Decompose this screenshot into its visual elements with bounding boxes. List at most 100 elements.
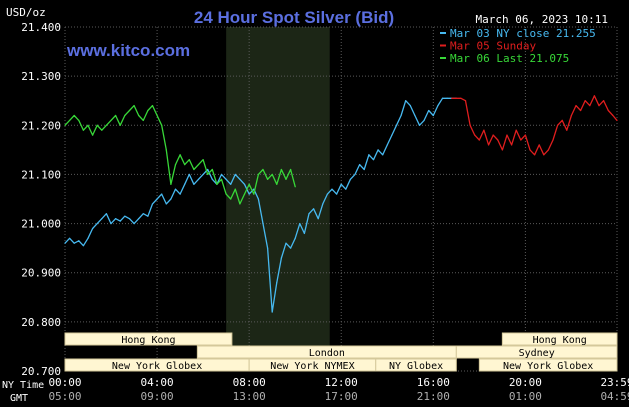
data-point-series-0 <box>322 203 324 205</box>
x-tick-label-ny: 20:00 <box>509 376 542 389</box>
data-point-series-0 <box>96 222 98 225</box>
data-point-series-1 <box>612 114 614 117</box>
data-point-series-2 <box>225 193 227 195</box>
data-point-series-2 <box>234 188 236 190</box>
x-tick-label-gmt: 05:00 <box>48 390 81 403</box>
timestamp: March 06, 2023 10:11 <box>476 13 608 26</box>
data-point-series-0 <box>285 242 287 244</box>
x-tick-label-ny: 08:00 <box>233 376 266 389</box>
y-tick-label: 21.200 <box>21 119 61 132</box>
data-point-series-0 <box>308 213 310 215</box>
data-point-series-1 <box>570 114 573 117</box>
data-point-series-1 <box>510 144 513 146</box>
series-group <box>64 95 618 313</box>
data-point-series-0 <box>262 222 264 225</box>
data-point-series-0 <box>423 119 425 121</box>
data-point-series-1 <box>547 149 550 151</box>
data-point-series-1 <box>464 100 467 102</box>
data-point-series-1 <box>603 100 605 102</box>
x-tick-label-ny: 00:00 <box>48 376 81 389</box>
data-point-series-0 <box>441 97 444 99</box>
data-point-series-0 <box>405 100 407 102</box>
nymex-shade-rect <box>226 27 330 371</box>
data-point-series-0 <box>391 134 393 136</box>
data-point-series-1 <box>478 139 480 141</box>
legend-item-label: Mar 06 Last 21.075 <box>450 52 569 65</box>
x-tick-label-ny: 04:00 <box>141 376 174 389</box>
data-point-series-2 <box>69 119 71 121</box>
data-point-series-2 <box>161 124 163 126</box>
data-point-series-1 <box>616 119 618 121</box>
data-point-series-0 <box>294 237 296 239</box>
data-point-series-2 <box>133 105 135 107</box>
data-point-series-1 <box>506 134 508 136</box>
data-point-series-2 <box>179 154 181 156</box>
data-point-series-1 <box>607 109 609 112</box>
data-point-series-0 <box>87 237 89 239</box>
session-label: Sydney <box>519 348 555 359</box>
data-point-series-0 <box>119 220 121 222</box>
nymex-session-shade <box>226 27 330 371</box>
data-point-series-0 <box>418 124 421 126</box>
data-point-series-0 <box>276 281 278 284</box>
data-point-series-2 <box>211 168 213 171</box>
data-point-series-0 <box>202 173 204 176</box>
data-point-series-0 <box>428 109 430 112</box>
data-point-series-1 <box>593 95 596 97</box>
data-point-series-0 <box>156 198 158 200</box>
data-point-series-1 <box>529 149 531 151</box>
y-tick-label: 20.700 <box>21 365 61 378</box>
data-point-series-1 <box>451 97 453 99</box>
data-point-series-2 <box>289 168 292 171</box>
data-point-series-1 <box>557 124 559 126</box>
data-point-series-1 <box>460 97 462 99</box>
data-point-series-0 <box>271 311 273 313</box>
data-point-series-0 <box>239 178 241 180</box>
data-point-series-0 <box>188 173 190 176</box>
data-point-series-0 <box>110 222 112 225</box>
data-point-series-0 <box>197 178 200 180</box>
session-box <box>375 358 457 372</box>
data-point-series-2 <box>73 114 75 117</box>
data-point-series-0 <box>372 159 375 161</box>
data-point-series-0 <box>248 193 250 195</box>
y-tick-label: 20.800 <box>21 316 61 329</box>
data-point-series-2 <box>202 159 204 161</box>
website-label[interactable]: www.kitco.com <box>66 41 190 60</box>
data-point-series-0 <box>174 188 177 190</box>
data-point-series-2 <box>262 168 264 171</box>
data-point-series-0 <box>336 193 338 195</box>
data-point-series-0 <box>184 183 186 185</box>
data-point-series-0 <box>82 245 85 247</box>
data-point-series-0 <box>170 198 172 200</box>
x-tick-label-gmt: 17:00 <box>325 390 358 403</box>
data-point-series-2 <box>266 178 269 180</box>
data-point-series-1 <box>533 154 536 156</box>
ny-time-label: NY Time <box>2 380 44 391</box>
data-point-series-0 <box>69 237 71 239</box>
data-point-series-2 <box>124 114 126 117</box>
data-point-series-2 <box>115 114 117 117</box>
data-point-series-2 <box>280 168 282 171</box>
data-point-series-2 <box>128 109 131 112</box>
gmt-label: GMT <box>10 393 28 404</box>
data-point-series-2 <box>151 105 154 107</box>
data-point-series-1 <box>492 134 494 136</box>
data-point-series-0 <box>345 188 347 190</box>
data-point-series-0 <box>220 173 223 176</box>
data-point-series-2 <box>271 173 273 176</box>
y-axis-ticks: 21.400 21.300 21.200 21.100 21.000 20.900 20.8… <box>21 21 61 378</box>
data-point-series-0 <box>253 188 255 190</box>
data-point-series-0 <box>73 242 75 244</box>
data-point-series-1 <box>552 139 554 141</box>
data-point-series-0 <box>368 154 370 156</box>
session-label: New York Globex <box>503 361 593 372</box>
data-point-series-0 <box>363 168 365 171</box>
x-tick-label-gmt: 13:00 <box>233 390 266 403</box>
data-point-series-0 <box>105 213 108 215</box>
data-point-series-2 <box>243 193 246 195</box>
x-tick-label-ny: 23:59 <box>600 376 629 389</box>
data-point-series-2 <box>193 168 195 171</box>
data-point-series-0 <box>349 178 352 180</box>
